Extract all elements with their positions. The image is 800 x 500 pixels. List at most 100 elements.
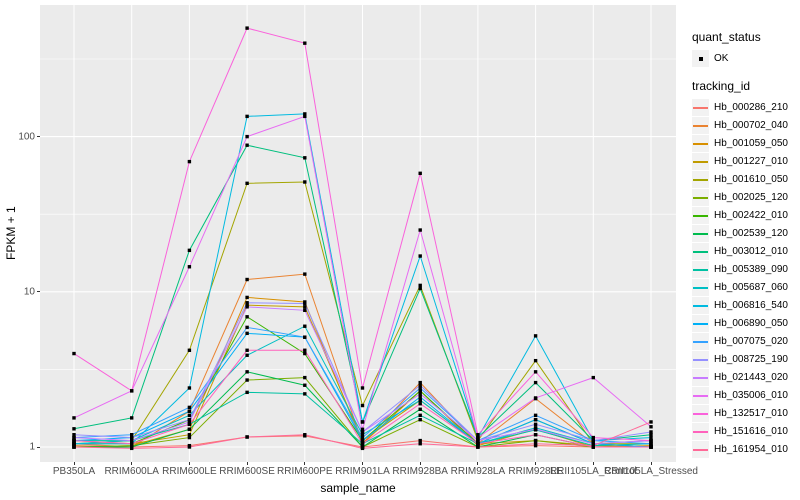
legend-entry-label: Hb_006890_050 (714, 318, 788, 329)
legend-entry-label: Hb_001610_050 (714, 174, 788, 185)
data-point (649, 438, 653, 443)
legend-key-swatch (692, 225, 709, 242)
data-point (476, 438, 480, 443)
data-point (245, 325, 249, 330)
data-point (303, 272, 307, 276)
legend-entry-label: Hb_002025_120 (714, 192, 788, 203)
legend-entry: Hb_005389_090 (692, 261, 798, 278)
data-point (360, 438, 365, 443)
legend-key-swatch (692, 297, 709, 314)
series-line-icon (693, 142, 708, 145)
point-icon (698, 56, 703, 61)
series-line-icon (693, 196, 708, 199)
data-point (418, 171, 422, 176)
y-axis-title: FPKM + 1 (4, 206, 18, 261)
data-point (533, 370, 538, 374)
legend-entry: Hb_161954_010 (692, 441, 798, 458)
legend-entry-label: Hb_002539_120 (714, 228, 788, 239)
legend-entry-label: Hb_132517_010 (714, 408, 788, 419)
series-line-icon (693, 412, 708, 415)
series-line-icon (693, 304, 708, 307)
data-point (303, 383, 307, 387)
x-tick-mark (477, 462, 479, 465)
data-point (187, 445, 192, 449)
legend-entry-label: Hb_021443_020 (714, 372, 788, 383)
data-point (245, 181, 249, 186)
data-point (418, 386, 422, 390)
x-tick-label: RRIM600LA (104, 466, 159, 477)
data-point (245, 295, 249, 300)
x-tick-mark (246, 462, 248, 465)
data-point (418, 283, 422, 288)
data-point (591, 375, 595, 380)
legend-entry-label: Hb_005389_090 (714, 264, 788, 275)
x-tick-label: RRIM928LA (450, 466, 506, 477)
legend-entries: Hb_000286_210 Hb_000702_040 Hb_001059_050 H… (692, 99, 798, 458)
data-point (533, 413, 538, 418)
legend-key-swatch (692, 387, 709, 404)
legend-entry: Hb_000286_210 (692, 99, 798, 116)
legend-key-swatch (692, 441, 709, 458)
data-point (187, 265, 192, 269)
legend-entry: Hb_001610_050 (692, 171, 798, 188)
legend: quant_status OK tracking_id Hb_000286_21… (692, 30, 798, 459)
data-point (187, 159, 192, 164)
legend-entry: Hb_002422_010 (692, 207, 798, 224)
data-point (476, 433, 480, 437)
legend-entry: Hb_006816_540 (692, 297, 798, 314)
data-point (245, 348, 249, 352)
data-point (649, 445, 653, 449)
legend-key-swatch (692, 369, 709, 386)
data-point (245, 435, 249, 439)
x-tick-label: RRIM600SE (219, 466, 275, 477)
data-point (418, 402, 422, 406)
data-point (303, 324, 307, 328)
x-tick-mark (131, 462, 133, 465)
x-tick-label: RRIM928BA (392, 466, 448, 477)
data-point (418, 389, 422, 393)
data-point (303, 114, 307, 119)
data-point (72, 427, 76, 431)
data-point (476, 442, 480, 446)
data-point (360, 435, 365, 440)
x-tick-label: RRIM600PE (277, 466, 333, 477)
data-point (533, 422, 538, 427)
data-point (418, 442, 422, 446)
data-point (360, 430, 365, 434)
data-point (360, 427, 365, 432)
data-point (418, 398, 422, 402)
legend-entry: Hb_000702_040 (692, 117, 798, 134)
data-point (649, 433, 653, 437)
data-point (130, 435, 134, 440)
data-point (72, 438, 76, 443)
series-line-icon (693, 358, 708, 361)
data-point (72, 416, 76, 420)
x-tick-mark (650, 462, 652, 465)
x-tick-mark (535, 462, 537, 465)
data-point (533, 438, 538, 443)
legend-entry: Hb_021443_020 (692, 369, 798, 386)
legend-entry: Hb_001059_050 (692, 135, 798, 152)
data-point (533, 334, 538, 338)
legend-item-ok: OK (692, 50, 798, 67)
legend-key-swatch (692, 153, 709, 170)
legend-key-swatch (692, 117, 709, 134)
data-point (130, 416, 134, 420)
x-tick-label: RRIM901LA (335, 466, 390, 477)
legend-key-swatch (692, 99, 709, 116)
data-point (303, 180, 307, 184)
data-point (72, 433, 76, 437)
legend-entry-label: Hb_003012_010 (714, 246, 788, 257)
legend-entry-label: Hb_008725_190 (714, 354, 788, 365)
series-line-icon (693, 178, 708, 181)
data-point (591, 438, 595, 443)
data-point (418, 380, 422, 385)
legend-key-swatch (692, 351, 709, 368)
legend-key-swatch (692, 207, 709, 224)
series-line-icon (693, 232, 708, 235)
data-point (533, 380, 538, 385)
legend-entry: Hb_035006_010 (692, 387, 798, 404)
data-point (245, 114, 249, 119)
series-line-icon (693, 268, 708, 271)
data-point (418, 413, 422, 418)
